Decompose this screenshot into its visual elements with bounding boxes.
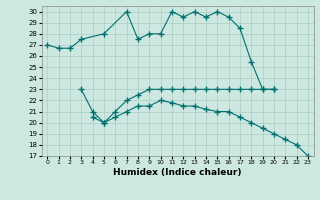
- X-axis label: Humidex (Indice chaleur): Humidex (Indice chaleur): [113, 168, 242, 177]
